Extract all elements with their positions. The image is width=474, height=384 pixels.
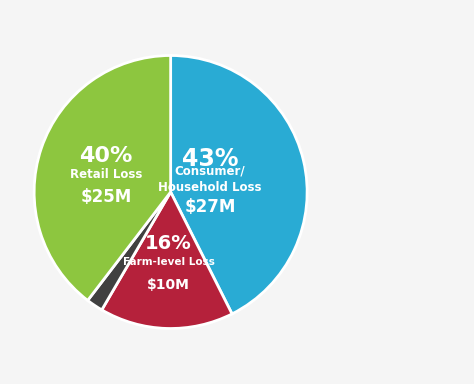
Text: 40%: 40% xyxy=(79,146,133,166)
Wedge shape xyxy=(34,56,171,300)
Text: 16%: 16% xyxy=(145,234,192,253)
Text: 43%: 43% xyxy=(182,147,238,171)
Wedge shape xyxy=(171,56,307,314)
Text: Consumer/
Household Loss: Consumer/ Household Loss xyxy=(158,165,262,194)
Wedge shape xyxy=(88,192,171,310)
Text: $27M: $27M xyxy=(184,198,236,216)
Text: Retail Loss: Retail Loss xyxy=(70,168,142,181)
Text: $25M: $25M xyxy=(81,189,132,207)
Text: $10M: $10M xyxy=(147,278,190,292)
Text: Farm-level Loss: Farm-level Loss xyxy=(123,257,215,266)
Wedge shape xyxy=(102,192,232,328)
